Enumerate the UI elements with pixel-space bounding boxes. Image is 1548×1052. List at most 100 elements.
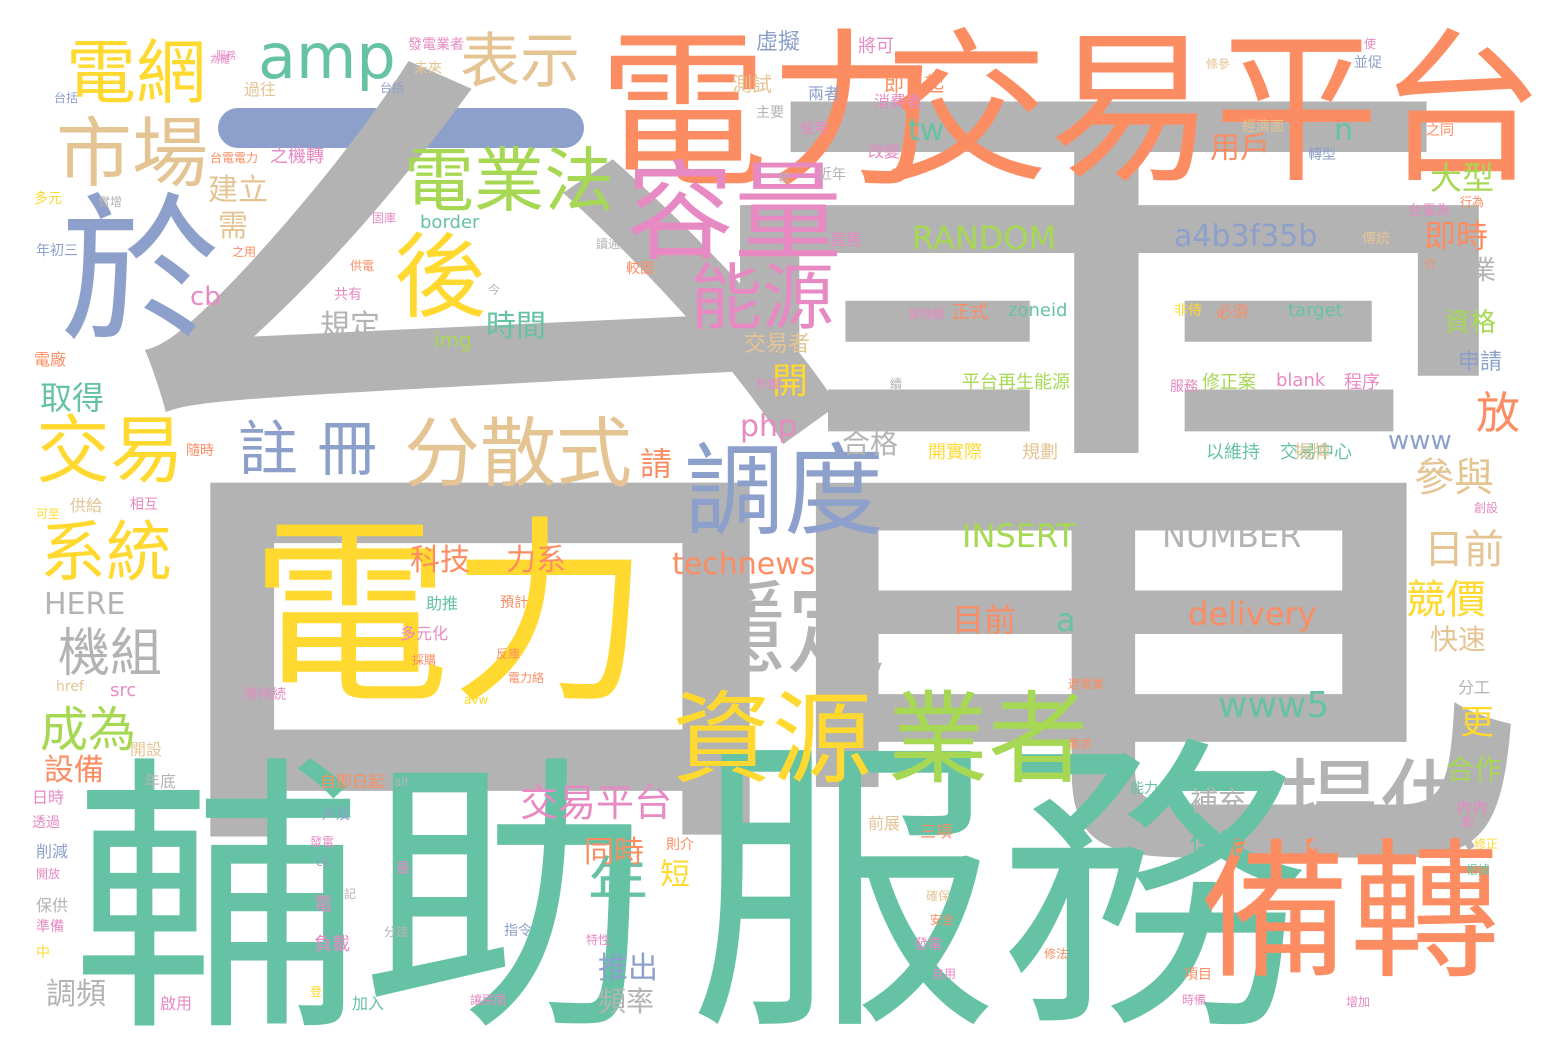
word: cb [190, 282, 221, 312]
word: 容量 [626, 151, 843, 276]
word: 遮電業 [1068, 677, 1105, 691]
word: 大型 [1430, 159, 1495, 197]
word: 電 [674, 0, 1544, 1001]
word: 即時 [1424, 217, 1489, 255]
word: 電力絡 [508, 671, 545, 685]
word: 特性 [586, 933, 611, 947]
word: 推出 [598, 951, 658, 986]
word: 庫 [706, 329, 720, 345]
word: 時備 [1182, 993, 1207, 1007]
word: 交易者 [744, 332, 811, 357]
word: 將持続 [244, 687, 286, 703]
word: 直售 [830, 230, 863, 249]
word: 消費者 [874, 92, 923, 111]
word: 修正 [1474, 837, 1499, 851]
word: 同時 [584, 835, 644, 870]
word: 登 [310, 985, 323, 999]
word: 修正案 [1202, 372, 1256, 393]
word: 自用 [932, 967, 957, 981]
word: 以維持 [1206, 442, 1260, 463]
word: 規定 [320, 309, 380, 344]
word: 備轉 [1200, 826, 1501, 1000]
word: 修法 [1044, 947, 1069, 961]
word: 並促 [1354, 55, 1382, 71]
word: 電廠 [34, 350, 67, 369]
word: 電業法 [404, 140, 614, 222]
word: img [434, 328, 472, 352]
word: 記 [344, 887, 357, 901]
word: 將可 [858, 36, 894, 57]
word: 台括 [54, 91, 79, 105]
word: 日時 [32, 788, 65, 807]
word: 即日起 [884, 72, 944, 96]
word: 力系 [506, 543, 566, 578]
word: 項目 [1184, 967, 1212, 983]
word: 保供 [36, 896, 69, 915]
word: 開設 [130, 740, 163, 759]
word: 條參 [1206, 57, 1231, 71]
word: 使用 [800, 121, 828, 137]
word: 前展 [868, 814, 901, 833]
word: 啟用 [160, 994, 193, 1013]
word: 交易 [36, 408, 184, 494]
word: 年 [588, 851, 648, 921]
word: 內內 [1456, 798, 1489, 817]
word: 近年 [818, 167, 846, 183]
word: 今 [488, 283, 501, 297]
word: blank [1276, 370, 1326, 391]
word: 業者 [888, 681, 1088, 798]
word: tw [908, 113, 945, 148]
word: 交易中心 [1280, 442, 1352, 463]
word: 資源 [672, 681, 872, 798]
word: 後 [394, 224, 487, 331]
word: INSERT [962, 517, 1076, 555]
word: 於 [60, 178, 221, 365]
word: ck [316, 855, 330, 869]
word: 兩者 [808, 84, 841, 103]
word: 行為 [1460, 195, 1485, 209]
word: 交易平台 [520, 781, 673, 825]
word: 分鐘 [384, 925, 409, 939]
word: 保持續 [908, 307, 945, 321]
word: 最 [396, 861, 410, 877]
word: 較固 [626, 261, 654, 277]
word: 需求 [1068, 737, 1093, 751]
bar-shape [218, 108, 584, 148]
word: 放 [1476, 388, 1520, 439]
word: 發電 [914, 937, 942, 953]
word: zoneid [1008, 300, 1068, 321]
word: 申請 [1458, 350, 1503, 375]
word: 需 [218, 209, 248, 244]
word: 電力 [250, 499, 651, 732]
word: 市場 [56, 109, 208, 198]
word: 開放 [36, 867, 61, 881]
word: 經濟面 [1242, 119, 1284, 135]
word: 反庫 [496, 647, 521, 661]
word: 發電業者 [408, 37, 464, 53]
word: 競價 [1406, 577, 1486, 623]
word: NUMBER [1162, 517, 1302, 555]
word: 確保 [926, 889, 951, 903]
word: 主要 [756, 105, 784, 121]
word: 分工 [1458, 678, 1491, 697]
word: 穩定 [686, 571, 886, 688]
word: 程序 [1344, 372, 1380, 393]
word: 系統 [40, 514, 172, 591]
word: 增加 [1346, 995, 1371, 1009]
word: 則介 [666, 837, 694, 853]
word: technews [672, 547, 816, 582]
word: 設備 [44, 753, 104, 788]
word: 頻率 [598, 985, 655, 1018]
word: 相互 [130, 497, 158, 513]
word: www [1388, 426, 1452, 456]
word: 建立 [208, 173, 268, 208]
word: 平台再生能源 [962, 372, 1070, 393]
word: 取得 [40, 379, 105, 417]
word: 分散式 [404, 409, 632, 498]
word: 能源 [690, 256, 835, 340]
word: 規劃 [1022, 442, 1058, 463]
word: 發電 [310, 835, 335, 849]
word: 多元化 [400, 624, 449, 643]
word: alt [394, 775, 410, 789]
word: 時間 [486, 309, 546, 344]
